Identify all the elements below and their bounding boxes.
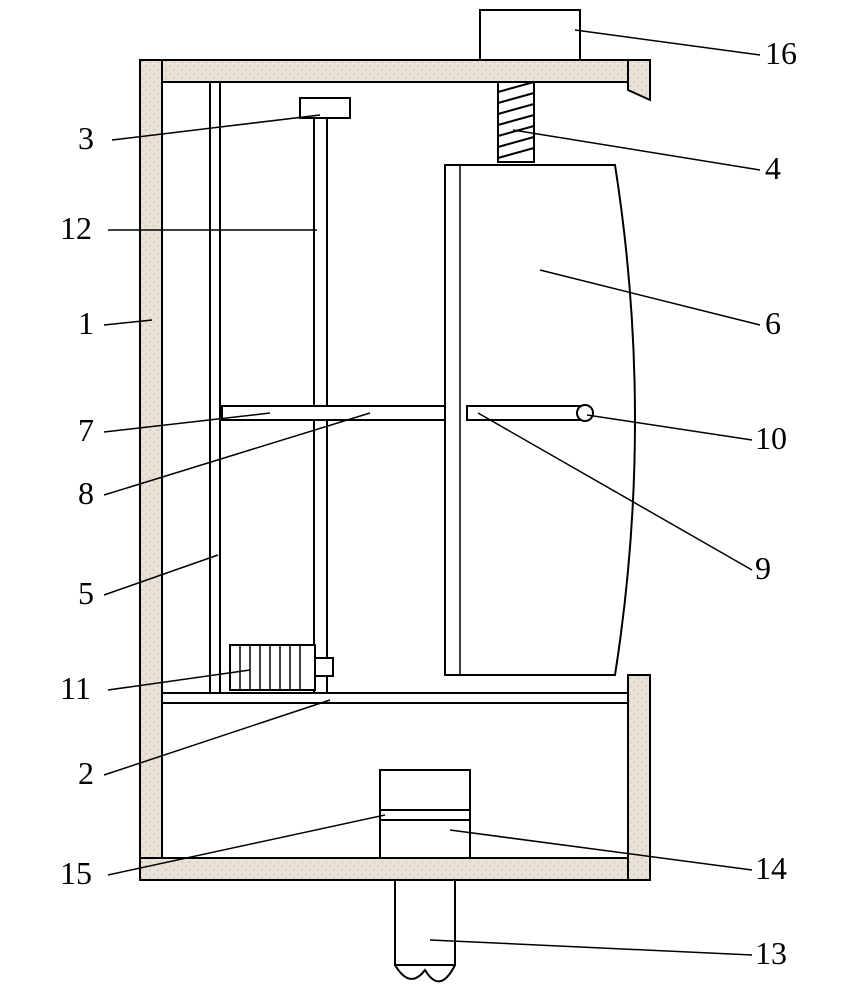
motor: [230, 645, 333, 690]
knob: [577, 405, 593, 421]
label-1: 1: [78, 305, 94, 342]
label-5: 5: [78, 575, 94, 612]
housing: [140, 60, 650, 880]
label-6: 6: [765, 305, 781, 342]
cross-bar-right: [467, 406, 580, 420]
label-8: 8: [78, 475, 94, 512]
label-3: 3: [78, 120, 94, 157]
label-2: 2: [78, 755, 94, 792]
label-15: 15: [60, 855, 92, 892]
label-12: 12: [60, 210, 92, 247]
label-4: 4: [765, 150, 781, 187]
label-10: 10: [755, 420, 787, 457]
top-small-box: [300, 98, 350, 118]
label-11: 11: [60, 670, 91, 707]
top-cap: [480, 10, 580, 60]
spring: [498, 82, 534, 162]
drill-shaft: [395, 880, 455, 981]
lower-stub: [380, 770, 470, 858]
label-16: 16: [765, 35, 797, 72]
label-7: 7: [78, 412, 94, 449]
label-13: 13: [755, 935, 787, 972]
technical-diagram: [0, 0, 849, 1000]
mid-plate: [162, 693, 628, 703]
label-14: 14: [755, 850, 787, 887]
label-9: 9: [755, 550, 771, 587]
cross-bar-left: [222, 406, 445, 420]
left-rail: [210, 82, 220, 693]
